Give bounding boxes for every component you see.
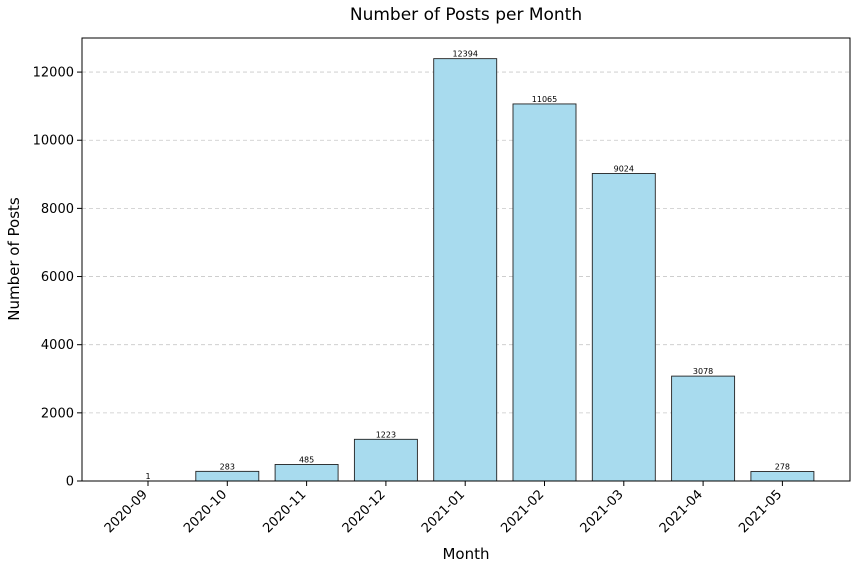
x-tick-label-2020-12: 2020-12 bbox=[340, 487, 389, 536]
bar-2021-01 bbox=[433, 58, 498, 482]
x-tick-label-2021-01: 2021-01 bbox=[419, 487, 468, 536]
y-tick-label-0: 0 bbox=[66, 475, 74, 490]
bar-2021-04 bbox=[671, 375, 736, 482]
y-tick-label-3: 6000 bbox=[41, 270, 74, 285]
x-tick-label-2021-02: 2021-02 bbox=[498, 487, 547, 536]
bar-2021-05 bbox=[750, 471, 815, 482]
bar-2020-10 bbox=[195, 470, 260, 482]
data-label-2021-01: 12394 bbox=[452, 50, 477, 59]
x-tick-label-2021-03: 2021-03 bbox=[578, 487, 627, 536]
data-labels: 1 283 485 1223 12394 11065 9024 3078 278 bbox=[145, 50, 790, 481]
data-label-2021-04: 3078 bbox=[693, 367, 713, 376]
y-tick-label-1: 2000 bbox=[41, 406, 74, 421]
data-label-2021-02: 11065 bbox=[532, 95, 557, 104]
plot-frame bbox=[81, 37, 851, 482]
x-tick-label-2020-10: 2020-10 bbox=[181, 487, 230, 536]
x-tick-label-2021-05: 2021-05 bbox=[736, 487, 785, 536]
data-label-2020-09: 1 bbox=[145, 472, 150, 481]
x-axis-label: Month bbox=[442, 545, 489, 563]
x-axis: 2020-09 2020-10 2020-11 2020-12 2021-01 2021-… bbox=[102, 481, 785, 536]
chart-title: Number of Posts per Month bbox=[350, 5, 582, 25]
bar-2020-11 bbox=[274, 464, 339, 482]
bar-2020-12 bbox=[353, 438, 418, 482]
bars bbox=[116, 58, 815, 482]
y-tick-label-6: 12000 bbox=[33, 66, 74, 81]
bar-2021-03 bbox=[591, 173, 656, 482]
data-label-2020-10: 283 bbox=[220, 462, 235, 471]
data-label-2021-05: 278 bbox=[775, 463, 790, 472]
y-tick-label-4: 8000 bbox=[41, 202, 74, 217]
bar-2021-02 bbox=[512, 103, 577, 482]
x-tick-label-2020-11: 2020-11 bbox=[260, 487, 309, 536]
x-tick-label-2021-04: 2021-04 bbox=[657, 487, 706, 536]
x-tick-label-2020-09: 2020-09 bbox=[102, 487, 151, 536]
y-axis: 0 2000 4000 6000 8000 10000 12000 bbox=[33, 66, 82, 490]
y-tick-label-5: 10000 bbox=[33, 134, 74, 149]
y-tick-label-2: 4000 bbox=[41, 338, 74, 353]
data-label-2020-11: 485 bbox=[299, 455, 314, 464]
y-axis-label: Number of Posts bbox=[5, 197, 23, 321]
data-label-2021-03: 9024 bbox=[614, 164, 634, 173]
data-label-2020-12: 1223 bbox=[376, 430, 396, 439]
